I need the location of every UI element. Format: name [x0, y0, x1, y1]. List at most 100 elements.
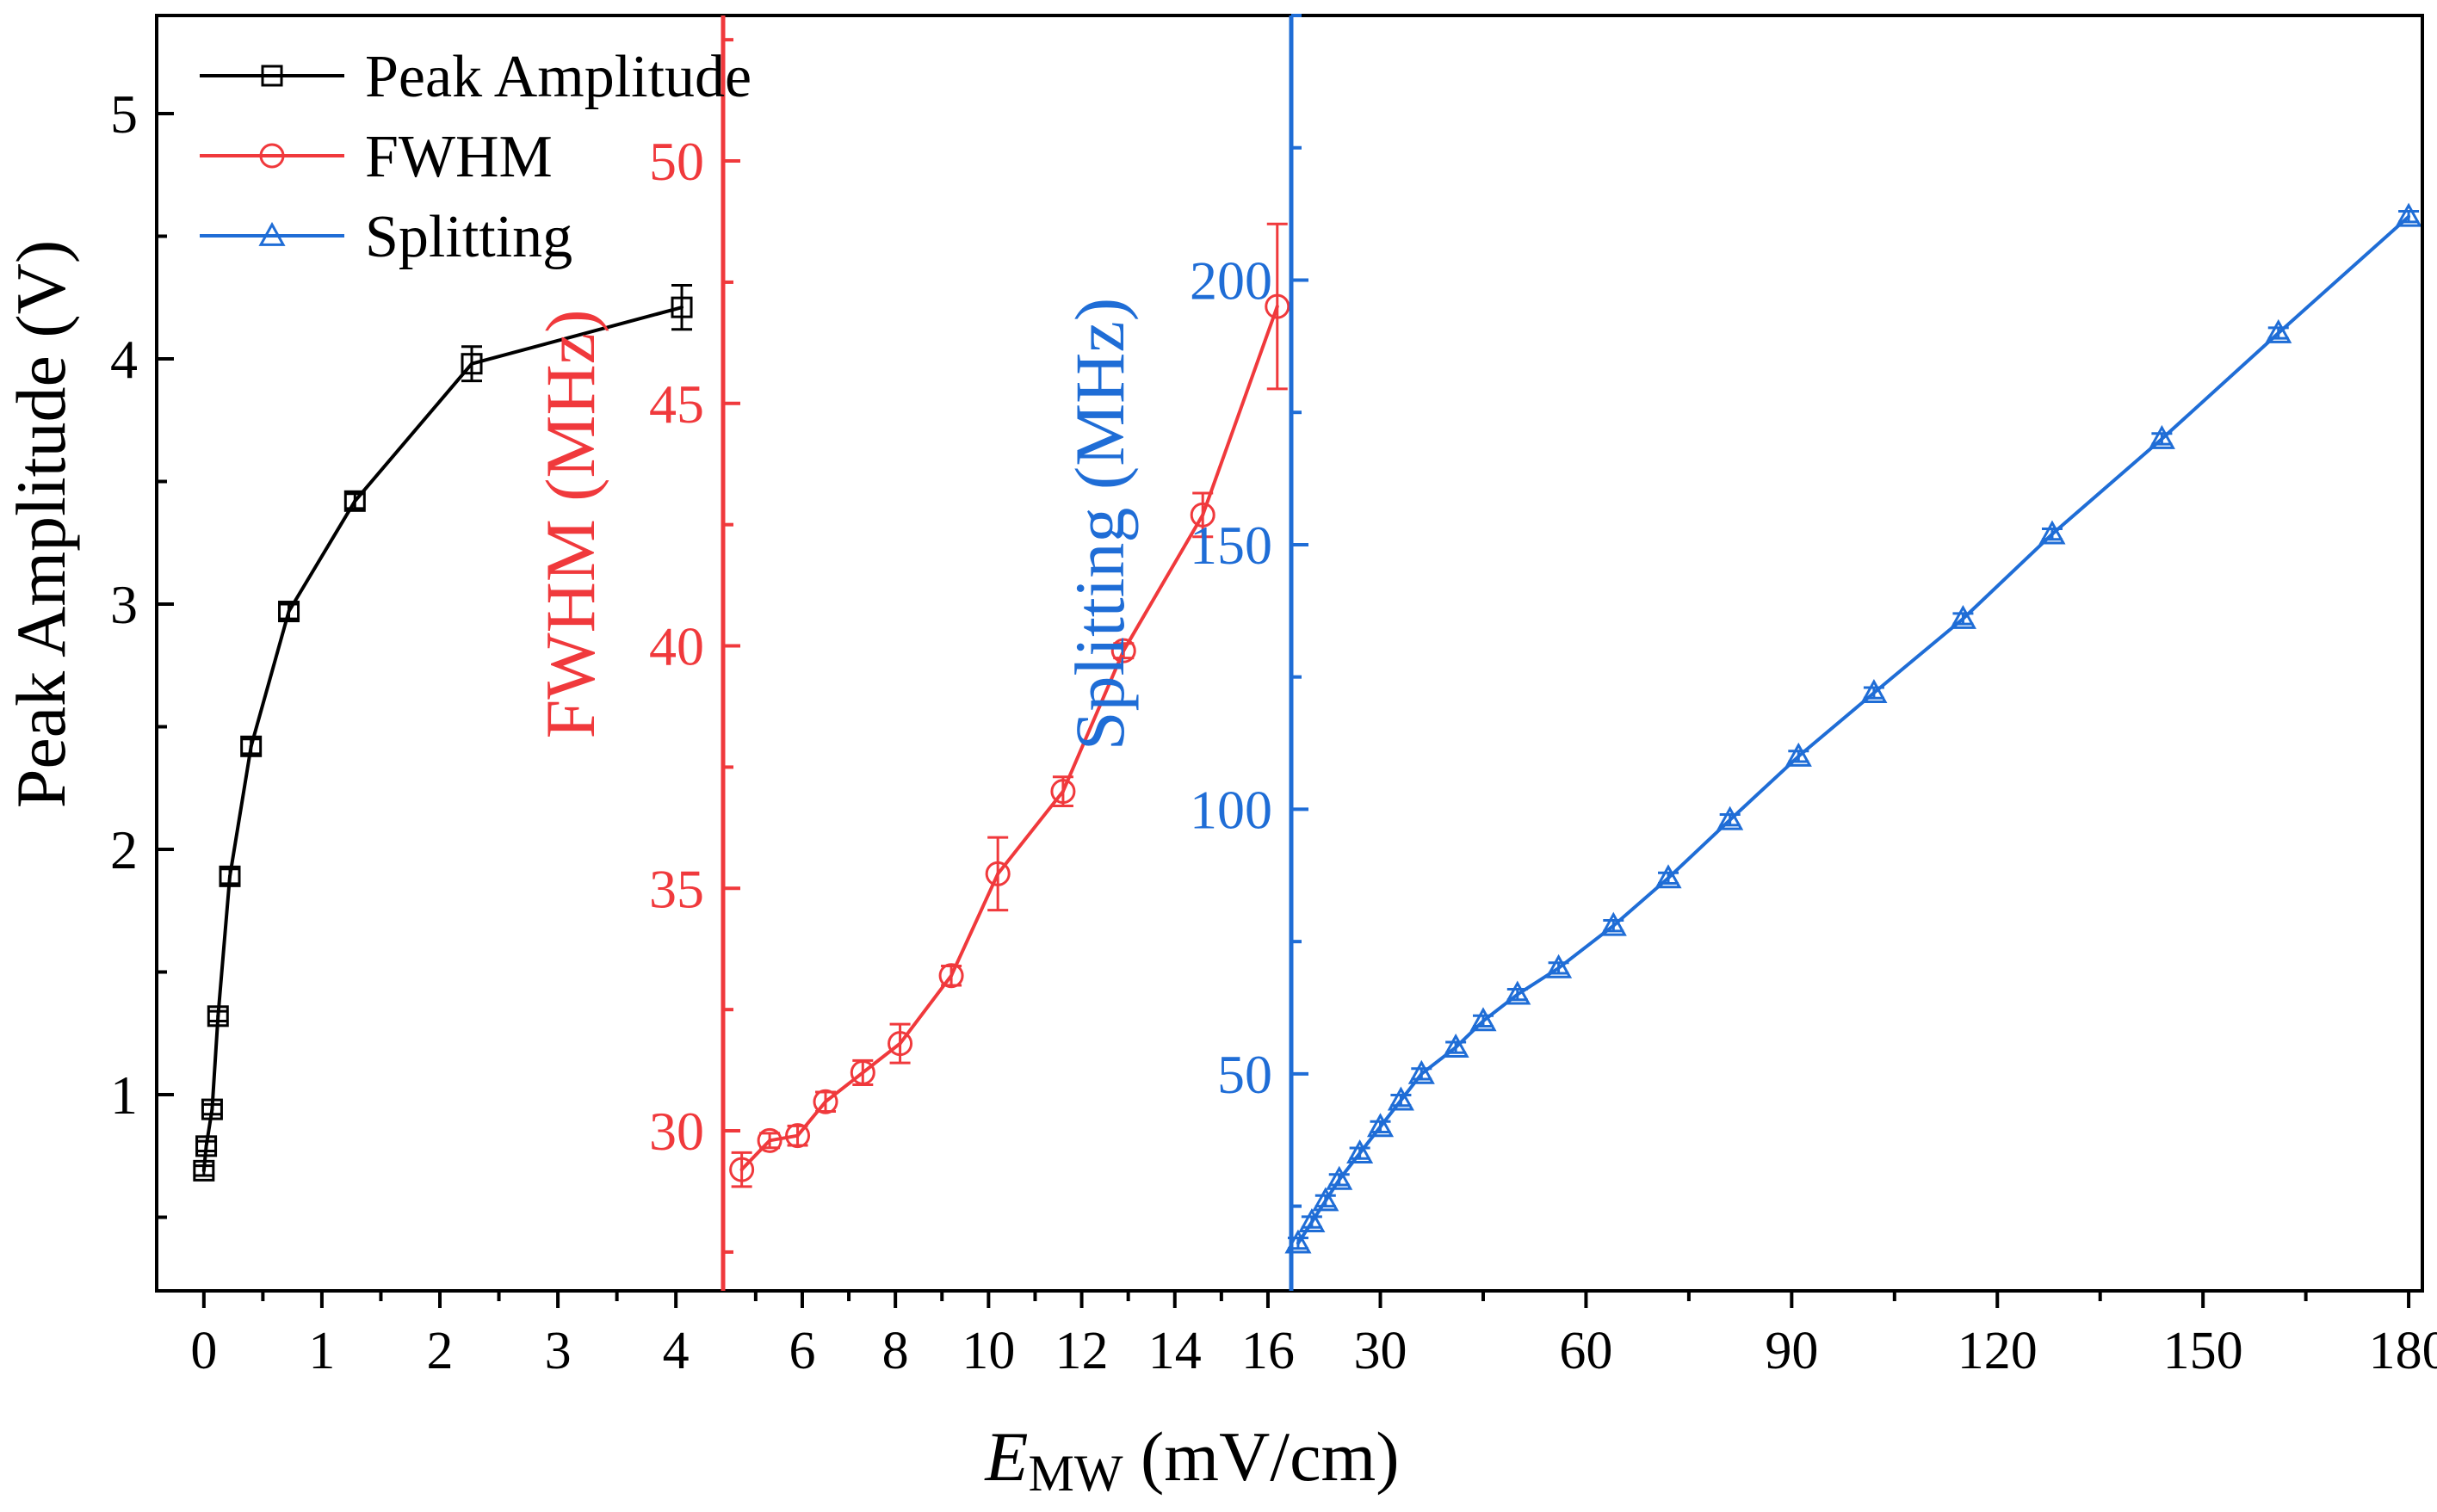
fwhm-data-point-center	[795, 1133, 800, 1138]
fwhm-data-point-center	[861, 1071, 865, 1075]
peak-amplitude-x-tick-label: 1	[308, 1322, 335, 1380]
peak-amplitude-data-point-center	[204, 1144, 208, 1148]
fwhm-data-point	[1190, 502, 1215, 528]
fwhm-y-tick-label: 50	[649, 131, 704, 192]
fwhm-data-point	[785, 1123, 811, 1149]
panel-peak-amplitude	[193, 284, 693, 1182]
splitting-data-point	[2148, 424, 2175, 449]
peak-amplitude-data-point-center	[216, 1014, 220, 1018]
splitting-data-point	[1298, 1207, 1326, 1232]
fwhm-data-point	[985, 861, 1011, 886]
peak-amplitude-data-point-center	[227, 874, 232, 879]
fwhm-data-point-center	[1061, 789, 1065, 793]
peak-amplitude-series-line	[201, 305, 683, 1171]
panel-splitting	[1284, 202, 2422, 1254]
peak-amplitude-data-point	[201, 1098, 223, 1120]
splitting-data-point	[1599, 911, 1627, 936]
splitting-data-point-center	[1556, 966, 1561, 970]
fwhm-data-point-center	[949, 973, 954, 978]
splitting-data-point	[1407, 1059, 1435, 1084]
splitting-data-point-center	[1378, 1125, 1382, 1129]
fwhm-data-point	[813, 1089, 838, 1114]
fwhm-x-tick-label: 14	[1148, 1322, 1202, 1380]
peak-amplitude-y-tick-label: 2	[110, 819, 138, 880]
peak-amplitude-data-point	[219, 865, 241, 887]
splitting-data-point-center	[1399, 1098, 1403, 1102]
peak-amplitude-x-tick-label: 3	[545, 1322, 572, 1380]
fwhm-data-point-center	[898, 1041, 902, 1046]
splitting-data-point	[1545, 953, 1573, 978]
peak-amplitude-data-point-center	[210, 1108, 214, 1112]
splitting-data-point	[2265, 318, 2292, 343]
splitting-data-point-center	[2407, 214, 2411, 219]
splitting-data-point	[1469, 1007, 1497, 1032]
panel-fwhm	[729, 222, 1290, 1188]
splitting-y-axis-label: Splitting (MHz)	[1061, 298, 1139, 750]
splitting-y-tick-label: 150	[1190, 515, 1272, 576]
fwhm-y-tick-label: 35	[649, 858, 704, 919]
peak-amplitude-y-axis-label: Peak Amplitude (V)	[2, 240, 80, 808]
fwhm-x-tick-label: 16	[1241, 1322, 1295, 1380]
splitting-data-point	[1346, 1139, 1374, 1164]
x-axis-label: EMW (mV/cm)	[984, 1417, 1399, 1502]
fwhm-data-point-center	[996, 872, 1000, 876]
peak-amplitude-data-point	[193, 1159, 215, 1182]
fwhm-data-point-center	[768, 1139, 772, 1143]
peak-amplitude-data-point-center	[249, 744, 253, 749]
fwhm-y-tick-label: 45	[649, 373, 704, 435]
splitting-data-point-center	[1323, 1199, 1327, 1203]
peak-amplitude-y-tick-label: 3	[110, 574, 138, 635]
splitting-y-tick-label: 50	[1217, 1044, 1272, 1105]
splitting-data-point	[1312, 1187, 1339, 1212]
fwhm-data-point	[1110, 638, 1136, 663]
peak-amplitude-data-point	[343, 490, 366, 512]
splitting-data-point-center	[1515, 992, 1519, 997]
splitting-data-point-center	[1454, 1046, 1458, 1050]
splitting-data-point-center	[1728, 818, 1732, 822]
fwhm-x-tick-label: 12	[1055, 1322, 1109, 1380]
splitting-data-point	[1655, 864, 1682, 889]
splitting-data-point-center	[2276, 330, 2280, 335]
fwhm-y-tick-label: 30	[649, 1101, 704, 1162]
splitting-data-point	[1716, 805, 1744, 830]
peak-amplitude-data-point	[671, 296, 693, 318]
legend-marker-2	[259, 143, 285, 169]
splitting-data-point-center	[1611, 923, 1616, 928]
splitting-data-point	[1504, 980, 1531, 1005]
fwhm-data-point	[729, 1157, 755, 1182]
fwhm-data-point	[850, 1059, 875, 1085]
fwhm-y-tick-label: 40	[649, 616, 704, 677]
fwhm-x-tick-label: 10	[962, 1322, 1015, 1380]
peak-amplitude-x-tick-label: 0	[190, 1322, 217, 1380]
splitting-x-tick-label: 60	[1559, 1322, 1612, 1380]
splitting-x-tick-label: 30	[1354, 1322, 1407, 1380]
peak-amplitude-x-tick-label: 4	[663, 1322, 690, 1380]
peak-amplitude-data-point	[207, 1005, 229, 1028]
splitting-x-tick-label: 90	[1765, 1322, 1818, 1380]
legend: Peak Amplitude FWHM Splitting	[200, 44, 752, 270]
splitting-data-point-center	[1871, 691, 1876, 695]
splitting-data-point	[1949, 604, 1976, 629]
splitting-data-point	[2038, 520, 2066, 545]
fwhm-data-point-center	[1201, 513, 1205, 517]
peak-amplitude-data-point-center	[201, 1169, 206, 1173]
peak-amplitude-x-tick-label: 2	[427, 1322, 454, 1380]
splitting-data-point-center	[1961, 617, 1965, 621]
splitting-y-tick-label: 200	[1190, 250, 1272, 311]
splitting-data-point-center	[1296, 1241, 1300, 1245]
splitting-data-point	[1860, 679, 1888, 704]
peak-amplitude-data-point-center	[353, 499, 357, 503]
legend-label-2: FWHM	[365, 124, 553, 190]
fwhm-data-point-center	[739, 1168, 744, 1172]
fwhm-data-point	[938, 963, 964, 989]
splitting-data-point	[1387, 1086, 1414, 1111]
splitting-x-tick-label: 120	[1958, 1322, 2038, 1380]
splitting-data-point-center	[1667, 876, 1670, 880]
plot-layer	[193, 202, 2422, 1254]
peak-amplitude-data-point-center	[680, 305, 684, 310]
x-axis-label-sub: MW	[1029, 1445, 1123, 1502]
splitting-data-point-center	[1337, 1177, 1341, 1182]
splitting-x-tick-label: 180	[2369, 1322, 2437, 1380]
